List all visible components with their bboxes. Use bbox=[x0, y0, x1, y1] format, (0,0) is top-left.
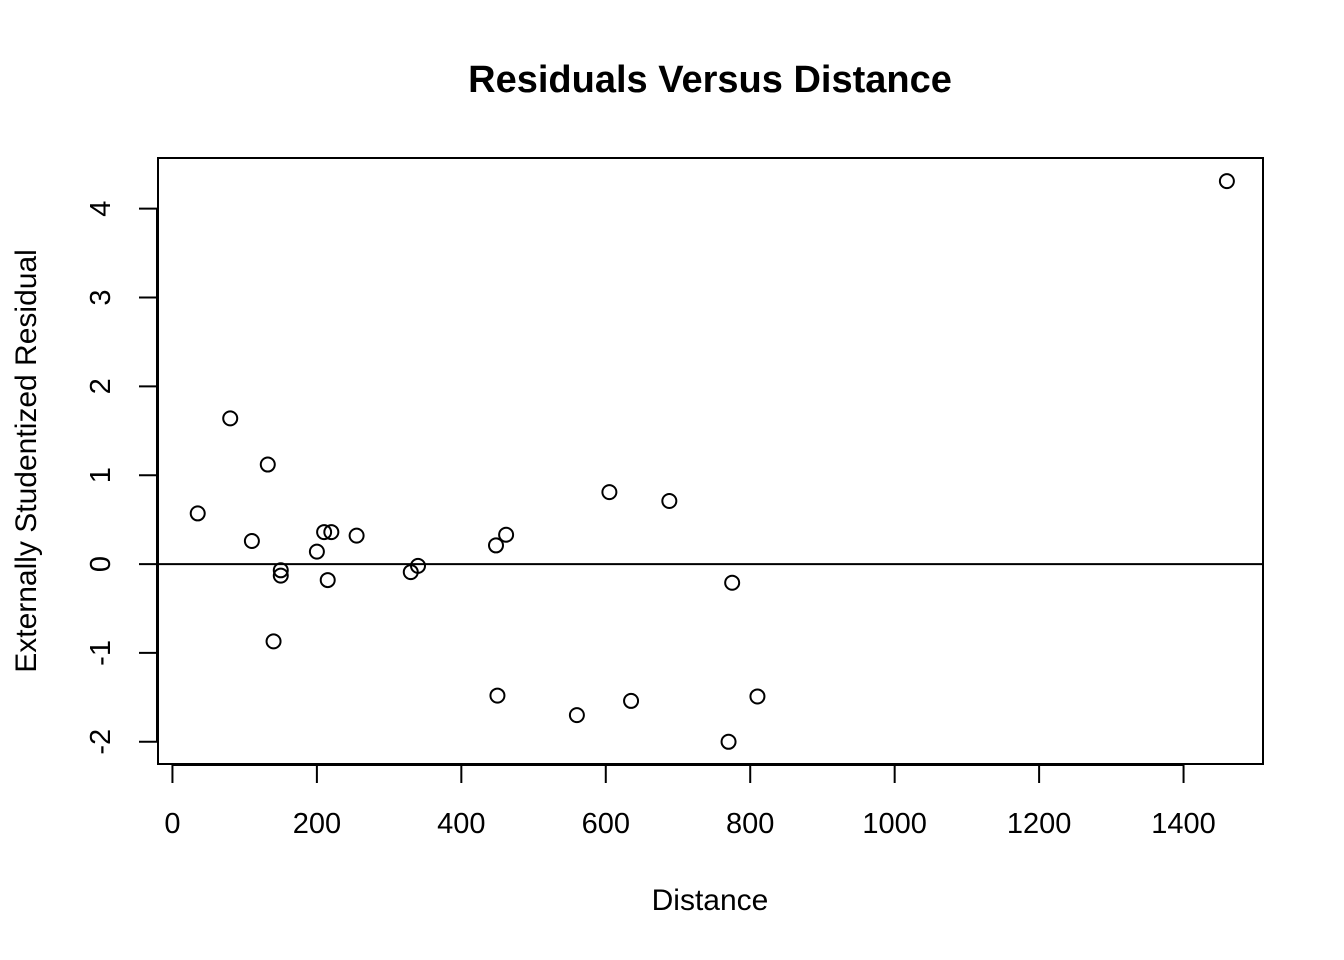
x-tick-label: 800 bbox=[726, 808, 774, 840]
y-tick-label: 0 bbox=[85, 556, 117, 572]
data-point bbox=[348, 527, 365, 544]
x-tick-label: 200 bbox=[293, 808, 341, 840]
x-tick-label: 400 bbox=[437, 808, 485, 840]
data-point bbox=[724, 574, 741, 591]
data-point bbox=[222, 410, 239, 427]
data-point bbox=[319, 572, 336, 589]
data-point bbox=[272, 567, 289, 584]
data-point bbox=[488, 537, 504, 554]
data-point bbox=[1218, 173, 1235, 190]
points-layer bbox=[158, 173, 1263, 750]
data-point bbox=[720, 733, 737, 750]
y-tick-label: -1 bbox=[85, 640, 117, 666]
data-point bbox=[308, 543, 325, 560]
x-tick-label: 600 bbox=[582, 808, 630, 840]
y-tick-label: 1 bbox=[85, 467, 117, 483]
y-tick-label: 3 bbox=[85, 289, 117, 305]
data-point bbox=[323, 524, 340, 541]
data-point bbox=[489, 687, 506, 704]
y-axis: -2 -1 0 1 2 3 4 bbox=[85, 201, 158, 755]
data-point bbox=[265, 633, 282, 650]
data-point bbox=[259, 456, 276, 473]
data-point bbox=[272, 562, 289, 579]
data-point bbox=[189, 505, 206, 522]
x-tick-label: 1400 bbox=[1151, 808, 1216, 840]
data-point bbox=[498, 526, 515, 543]
x-axis-label: Distance bbox=[652, 884, 769, 917]
data-point bbox=[316, 524, 333, 541]
x-tick-label: 1200 bbox=[1007, 808, 1072, 840]
y-tick-label: 4 bbox=[85, 201, 117, 217]
x-tick-label: 1000 bbox=[862, 808, 927, 840]
x-tick-label: 0 bbox=[164, 808, 180, 840]
plot-frame bbox=[157, 157, 1264, 765]
data-point bbox=[623, 692, 640, 709]
y-tick-label: -2 bbox=[85, 729, 117, 755]
data-point bbox=[410, 557, 426, 574]
data-point bbox=[243, 532, 260, 549]
data-point bbox=[661, 492, 678, 509]
chart-title: Residuals Versus Distance bbox=[468, 59, 952, 101]
data-point bbox=[601, 484, 618, 501]
y-axis-label: Externally Studentized Residual bbox=[10, 249, 43, 673]
y-tick-label: 2 bbox=[85, 378, 117, 394]
x-axis: 0 200 400 600 800 1000 1200 1400 bbox=[164, 764, 1216, 840]
data-point bbox=[568, 707, 585, 724]
data-point bbox=[749, 688, 766, 705]
